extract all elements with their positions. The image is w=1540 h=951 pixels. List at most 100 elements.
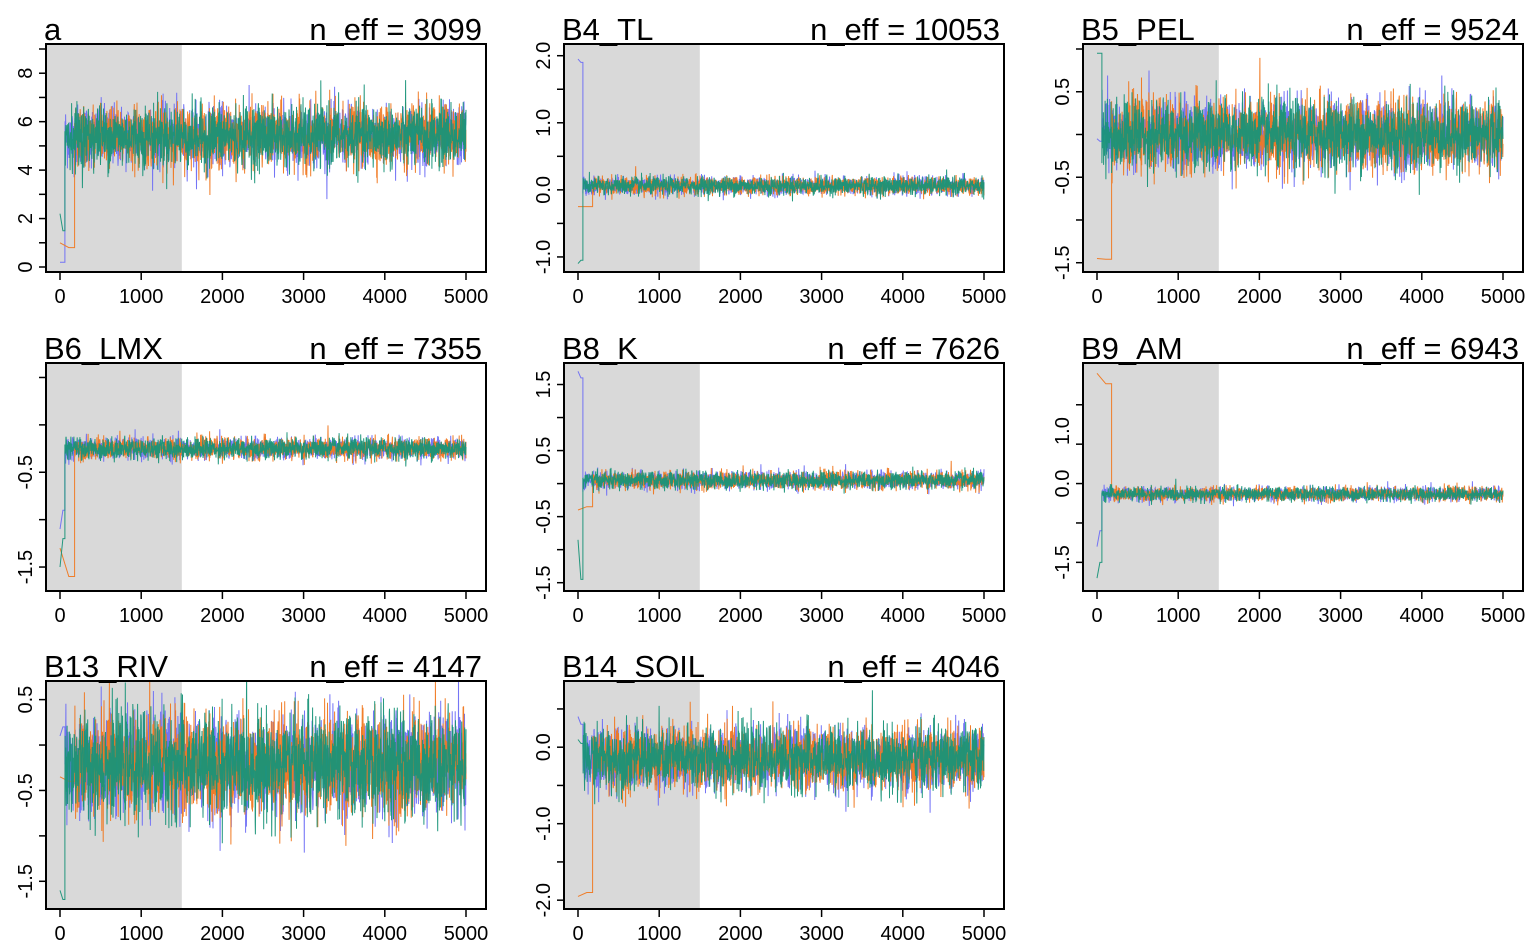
- panel-title: B13_RIV: [44, 649, 168, 684]
- plot-frame: [1082, 43, 1524, 273]
- x-tick-label: 2000: [200, 923, 245, 945]
- n-eff-annotation: n_eff = 3099: [309, 12, 482, 47]
- y-tick-label: 0.0: [533, 733, 555, 761]
- x-tick-label: 4000: [881, 923, 926, 945]
- trace-lines: [1096, 372, 1504, 579]
- x-tick-label: 3000: [281, 605, 326, 627]
- y-tick-label: -1.5: [15, 864, 37, 898]
- n-eff-annotation: n_eff = 4046: [827, 649, 1000, 684]
- trace-panel-0: a n_eff = 3099 0 1000 2000 3000 4000 5000 0 2 4 6 8: [15, 12, 488, 308]
- warmup-shade: [46, 363, 182, 591]
- x-tick-label: 3000: [281, 923, 326, 945]
- n-eff-annotation: n_eff = 6943: [1346, 331, 1519, 366]
- y-tick-label: 0.0: [533, 176, 555, 204]
- x-tick-label: 1000: [637, 923, 682, 945]
- x-tick-label: 4000: [363, 923, 408, 945]
- y-tick-label: -1.0: [533, 240, 555, 274]
- x-tick-label: 4000: [363, 605, 408, 627]
- x-tick-label: 4000: [1400, 286, 1445, 308]
- x-tick-label: 5000: [1481, 286, 1526, 308]
- x-tick-label: 0: [1091, 286, 1102, 308]
- x-tick-label: 5000: [1481, 605, 1526, 627]
- x-tick-label: 0: [572, 923, 583, 945]
- x-tick-label: 0: [54, 923, 65, 945]
- x-tick-label: 0: [1091, 605, 1102, 627]
- panel-title: B9_AM: [1081, 331, 1183, 366]
- y-tick-label: 2.0: [533, 42, 555, 70]
- y-tick-label: 0.5: [533, 437, 555, 465]
- y-tick-label: 0: [15, 261, 37, 272]
- n-eff-annotation: n_eff = 9524: [1346, 12, 1519, 47]
- x-tick-label: 5000: [444, 605, 489, 627]
- chain-3-trace: [1096, 478, 1504, 579]
- panel-title: B8_K: [562, 331, 638, 366]
- y-tick-label: 1.0: [533, 109, 555, 137]
- x-tick-label: 1000: [119, 286, 164, 308]
- trace-lines: [59, 80, 467, 263]
- y-tick-label: 0.5: [1052, 78, 1074, 106]
- x-tick-label: 4000: [363, 286, 408, 308]
- x-tick-label: 5000: [962, 923, 1007, 945]
- y-tick-label: 1.0: [1052, 417, 1074, 445]
- y-tick-label: -2.0: [533, 883, 555, 917]
- n-eff-annotation: n_eff = 7626: [827, 331, 1000, 366]
- x-tick-label: 2000: [200, 286, 245, 308]
- trace-panel-5: B9_AM n_eff = 6943 0 1000 2000 3000 4000 5000 -1…: [1052, 331, 1525, 627]
- n-eff-annotation: n_eff = 4147: [309, 649, 482, 684]
- trace-panel-7: B14_SOIL n_eff = 4046 0 1000 2000 3000 4000 500…: [533, 649, 1006, 945]
- plot-frame: [45, 362, 487, 592]
- chain-3-trace: [577, 690, 985, 808]
- x-tick-label: 5000: [444, 923, 489, 945]
- x-tick-label: 4000: [1400, 605, 1445, 627]
- trace-panel-3: B6_LMX n_eff = 7355 0 1000 2000 3000 4000 5000 -…: [15, 331, 488, 627]
- y-tick-label: -1.5: [1052, 245, 1074, 279]
- plot-frame: [563, 362, 1005, 592]
- x-tick-label: 3000: [281, 286, 326, 308]
- chain-3-trace: [59, 681, 467, 900]
- y-tick-label: 1.5: [533, 371, 555, 399]
- chain-3-trace: [1097, 52, 1504, 195]
- chain-3-trace: [59, 432, 467, 568]
- x-tick-label: 3000: [1318, 286, 1363, 308]
- trace-panel-2: B5_PEL n_eff = 9524 0 1000 2000 3000 4000 5000 -…: [1052, 12, 1525, 308]
- x-tick-label: 0: [572, 286, 583, 308]
- x-tick-label: 2000: [200, 605, 245, 627]
- panel-title: B6_LMX: [44, 331, 163, 366]
- panel-title: B5_PEL: [1081, 12, 1195, 47]
- x-tick-label: 3000: [1318, 605, 1363, 627]
- x-tick-label: 1000: [119, 605, 164, 627]
- trace-lines: [577, 690, 985, 897]
- x-tick-label: 1000: [1156, 286, 1201, 308]
- plot-frame: [45, 680, 487, 910]
- trace-lines: [59, 681, 467, 900]
- x-tick-label: 1000: [637, 605, 682, 627]
- y-tick-label: 8: [15, 68, 37, 79]
- panel-title: B14_SOIL: [562, 649, 705, 684]
- panel-title: B4_TL: [562, 12, 653, 47]
- n-eff-annotation: n_eff = 10053: [810, 12, 1000, 47]
- x-tick-label: 1000: [1156, 605, 1201, 627]
- y-tick-label: -1.5: [15, 550, 37, 584]
- x-tick-label: 0: [572, 605, 583, 627]
- chain-3-trace: [577, 169, 985, 264]
- x-tick-label: 3000: [799, 923, 844, 945]
- trace-lines: [577, 58, 985, 264]
- plot-frame: [563, 43, 1005, 273]
- trace-lines: [1096, 52, 1504, 260]
- y-tick-label: -0.5: [533, 499, 555, 533]
- y-tick-label: -0.5: [15, 455, 37, 489]
- warmup-shade: [564, 681, 700, 909]
- trace-panel-1: B4_TL n_eff = 10053 0 1000 2000 3000 4000 5000 -…: [533, 12, 1006, 308]
- x-tick-label: 1000: [637, 286, 682, 308]
- x-tick-label: 4000: [881, 286, 926, 308]
- y-tick-label: -1.5: [1052, 545, 1074, 579]
- x-tick-label: 0: [54, 605, 65, 627]
- x-tick-label: 5000: [962, 605, 1007, 627]
- y-tick-label: 4: [15, 165, 37, 176]
- x-tick-label: 2000: [718, 286, 763, 308]
- y-tick-label: 0.0: [1052, 470, 1074, 498]
- trace-lines: [59, 425, 467, 577]
- warmup-shade: [564, 44, 700, 272]
- x-tick-label: 5000: [962, 286, 1007, 308]
